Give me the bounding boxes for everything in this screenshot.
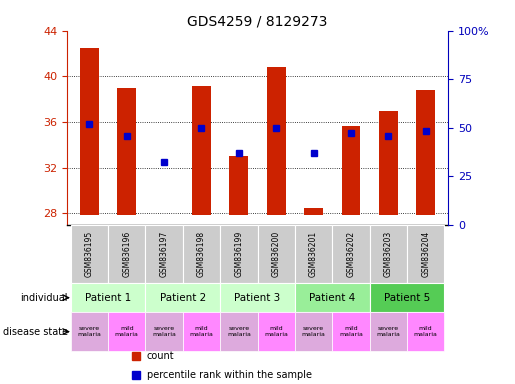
Text: Patient 5: Patient 5 bbox=[384, 293, 430, 303]
Text: severe
malaria: severe malaria bbox=[227, 326, 251, 337]
Text: GSM836198: GSM836198 bbox=[197, 231, 206, 277]
Bar bbox=[230, 156, 248, 215]
Text: severe
malaria: severe malaria bbox=[152, 326, 176, 337]
Bar bbox=[183, 312, 220, 351]
Text: GSM836196: GSM836196 bbox=[122, 231, 131, 277]
Bar bbox=[183, 225, 220, 283]
Bar bbox=[295, 225, 332, 283]
Bar bbox=[295, 312, 332, 351]
Bar bbox=[379, 111, 398, 215]
Bar bbox=[258, 312, 295, 351]
Text: mild
malaria: mild malaria bbox=[339, 326, 363, 337]
Text: GSM836204: GSM836204 bbox=[421, 231, 430, 277]
Bar bbox=[145, 225, 183, 283]
Text: mild
malaria: mild malaria bbox=[190, 326, 213, 337]
Bar bbox=[80, 48, 99, 215]
Bar bbox=[304, 208, 323, 215]
Title: GDS4259 / 8129273: GDS4259 / 8129273 bbox=[187, 14, 328, 28]
Bar bbox=[332, 225, 370, 283]
Bar bbox=[220, 225, 258, 283]
Text: Patient 2: Patient 2 bbox=[160, 293, 206, 303]
Bar bbox=[192, 86, 211, 215]
Text: mild
malaria: mild malaria bbox=[264, 326, 288, 337]
Text: Patient 1: Patient 1 bbox=[85, 293, 131, 303]
Bar bbox=[145, 283, 220, 312]
Bar bbox=[117, 88, 136, 215]
Bar bbox=[370, 312, 407, 351]
Bar bbox=[332, 312, 370, 351]
Bar bbox=[416, 90, 435, 215]
Bar bbox=[71, 283, 145, 312]
Text: mild
malaria: mild malaria bbox=[414, 326, 438, 337]
Text: individual: individual bbox=[20, 293, 67, 303]
Text: severe
malaria: severe malaria bbox=[302, 326, 325, 337]
Bar bbox=[267, 67, 285, 215]
Bar bbox=[258, 225, 295, 283]
Bar bbox=[407, 312, 444, 351]
Text: GSM836203: GSM836203 bbox=[384, 231, 393, 277]
Text: severe
malaria: severe malaria bbox=[376, 326, 400, 337]
Bar bbox=[295, 283, 370, 312]
Bar bbox=[145, 312, 183, 351]
Text: Patient 3: Patient 3 bbox=[234, 293, 281, 303]
Bar bbox=[220, 312, 258, 351]
Text: percentile rank within the sample: percentile rank within the sample bbox=[147, 370, 312, 380]
Text: GSM836200: GSM836200 bbox=[272, 231, 281, 277]
Bar bbox=[370, 283, 444, 312]
Text: disease state: disease state bbox=[3, 327, 67, 337]
Bar bbox=[341, 126, 360, 215]
Text: GSM836195: GSM836195 bbox=[85, 231, 94, 277]
Text: count: count bbox=[147, 351, 175, 361]
Bar bbox=[71, 312, 108, 351]
Text: Patient 4: Patient 4 bbox=[309, 293, 355, 303]
Bar bbox=[407, 225, 444, 283]
Text: mild
malaria: mild malaria bbox=[115, 326, 139, 337]
Text: severe
malaria: severe malaria bbox=[77, 326, 101, 337]
Bar bbox=[370, 225, 407, 283]
Bar bbox=[108, 312, 145, 351]
Text: GSM836199: GSM836199 bbox=[234, 231, 243, 277]
Text: GSM836201: GSM836201 bbox=[309, 231, 318, 277]
Bar bbox=[108, 225, 145, 283]
Bar bbox=[220, 283, 295, 312]
Text: GSM836197: GSM836197 bbox=[160, 231, 168, 277]
Bar bbox=[71, 225, 108, 283]
Text: GSM836202: GSM836202 bbox=[347, 231, 355, 277]
